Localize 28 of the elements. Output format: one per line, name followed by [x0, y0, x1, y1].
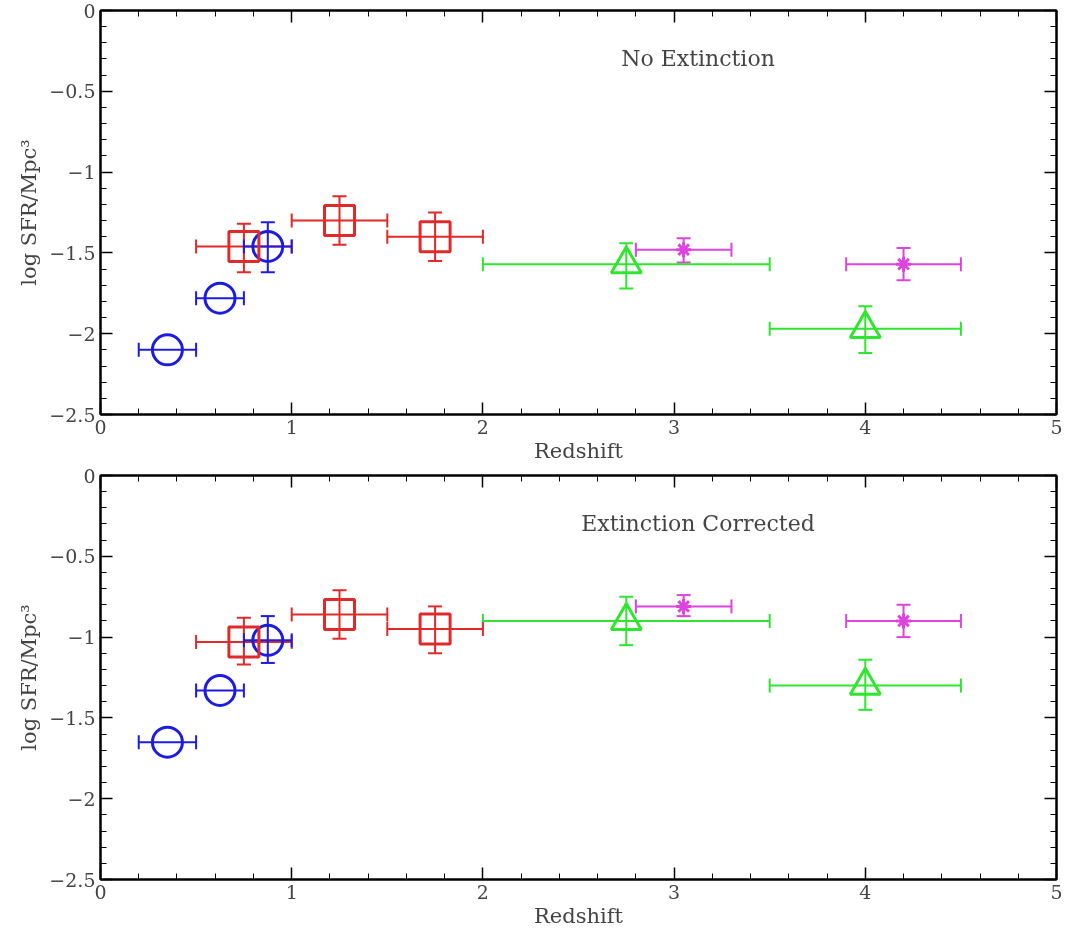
- y-tick-label: −1: [67, 161, 96, 184]
- y-tick-label: −2.5: [49, 403, 96, 426]
- x-tick-label: 1: [285, 880, 298, 903]
- y-tick-label: 0: [83, 464, 96, 487]
- x-tick-label: 4: [859, 415, 872, 438]
- x-axis-title: Redshift: [534, 438, 624, 463]
- y-tick-label: −0.5: [49, 80, 96, 103]
- x-tick-label: 4: [859, 880, 872, 903]
- x-tick-label: 5: [1050, 880, 1063, 903]
- x-tick-label: 5: [1050, 415, 1063, 438]
- x-tick-label: 3: [668, 415, 681, 438]
- y-tick-label: −1: [67, 626, 96, 649]
- y-tick-label: −1.5: [49, 706, 96, 729]
- y-axis-title: log SFR/Mpc³: [17, 139, 42, 286]
- y-axis-title: log SFR/Mpc³: [17, 604, 42, 751]
- y-tick-label: −1.5: [49, 241, 96, 264]
- y-tick-label: −2.5: [49, 868, 96, 891]
- x-axis-title: Redshift: [534, 903, 624, 928]
- x-tick-label: 1: [285, 415, 298, 438]
- text: Extinction Corrected: [581, 511, 815, 537]
- y-tick-label: −2: [67, 322, 96, 345]
- x-tick-label: 2: [476, 880, 489, 903]
- x-tick-label: 2: [476, 415, 489, 438]
- text: No Extinction: [621, 46, 775, 72]
- y-tick-label: 0: [83, 0, 96, 22]
- y-tick-label: −2: [67, 787, 96, 810]
- y-tick-label: −0.5: [49, 545, 96, 568]
- x-tick-label: 3: [668, 880, 681, 903]
